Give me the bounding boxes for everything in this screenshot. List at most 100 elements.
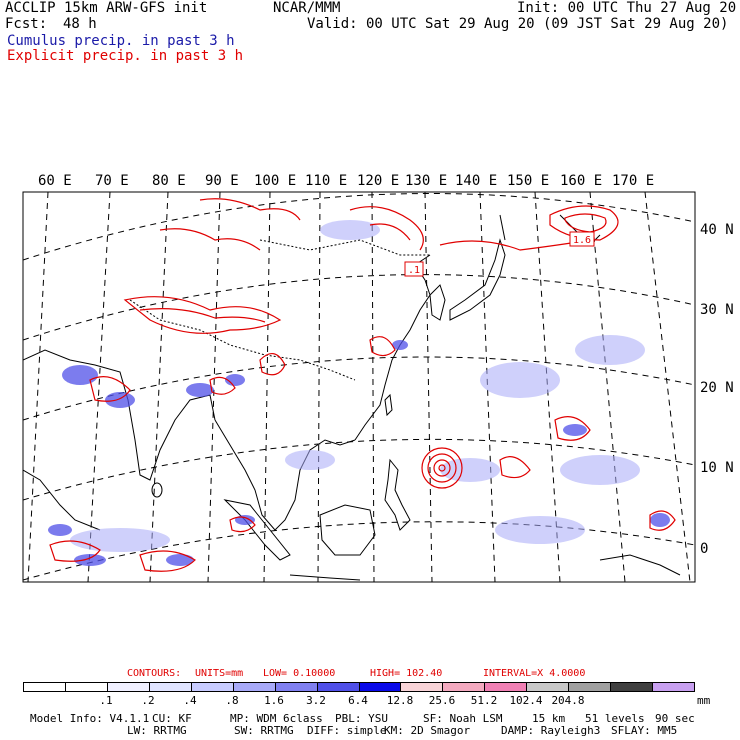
- footer-item: SW: RRTMG: [234, 724, 294, 737]
- colorbar-swatch: [611, 683, 654, 691]
- lon-label: 170 E: [612, 173, 654, 189]
- lat-label: 30 N: [700, 302, 734, 318]
- colorbar-swatch: [401, 683, 444, 691]
- contour-tag-1: .1: [408, 265, 420, 276]
- colorbar-swatch: [275, 683, 318, 691]
- footer-line-1: Model Info: V4.1.1 CU: KF MP: WDM 6class PB…: [30, 712, 730, 725]
- lon-label: 60 E: [38, 173, 72, 189]
- colorbar-swatch: [24, 683, 66, 691]
- footer-item: CU: KF: [152, 712, 192, 725]
- map-frame: [22, 191, 696, 583]
- colorbar-swatch: [317, 683, 360, 691]
- colorbar: [23, 682, 695, 692]
- colorbar-swatch: [569, 683, 612, 691]
- colorbar-swatch: [653, 683, 694, 691]
- fcst-value: 48 h: [63, 16, 97, 32]
- lat-line-40: [23, 193, 695, 261]
- explicit-legend: Explicit precip. in past 3 h: [7, 48, 244, 64]
- cumulus-legend: Cumulus precip. in past 3 h: [7, 33, 235, 49]
- colorbar-tick-label: .1: [99, 694, 113, 707]
- colorbar-swatch: [65, 683, 108, 691]
- colorbar-swatch: [191, 683, 234, 691]
- footer-item: 90 sec: [655, 712, 695, 725]
- footer-item: PBL: YSU: [335, 712, 388, 725]
- low-label: LOW= 0.10000: [263, 668, 336, 679]
- lon-label: 110 E: [305, 173, 347, 189]
- contour-tags: .1 1.6: [404, 231, 595, 277]
- valid-time: Valid: 00 UTC Sat 29 Aug 20 (09 JST Sat …: [307, 16, 729, 32]
- lat-label: 0: [700, 541, 708, 557]
- lon-label: 130 E: [405, 173, 447, 189]
- java: [289, 574, 361, 581]
- footer-item: Model Info: V4.1.1: [30, 712, 150, 725]
- org-label: NCAR/MMM: [273, 0, 341, 16]
- explicit-precip: [49, 198, 676, 572]
- arabia-coast: [23, 469, 101, 531]
- colorbar-swatch: [443, 683, 486, 691]
- lon-label: 140 E: [455, 173, 497, 189]
- coastlines: [23, 214, 681, 581]
- colorbar-swatch: [149, 683, 192, 691]
- cumulus-precip: [48, 340, 670, 566]
- footer-item: DAMP: Rayleigh3: [501, 724, 601, 737]
- units-label: UNITS=mm: [195, 668, 244, 679]
- border-mongolia: [259, 239, 430, 256]
- colorbar-tick-label: 12.8: [386, 694, 414, 707]
- lon-label: 120 E: [357, 173, 399, 189]
- new-guinea: [599, 554, 681, 576]
- colorbar-tick-label: .4: [183, 694, 197, 707]
- contours-label: CONTOURS:: [127, 668, 182, 679]
- footer-item: 15 km: [532, 712, 566, 725]
- korea: [429, 284, 446, 321]
- lat-label: 20 N: [700, 380, 734, 396]
- sri-lanka: [151, 482, 163, 498]
- lon-label: 70 E: [95, 173, 129, 189]
- high-label: HIGH= 102.40: [370, 668, 443, 679]
- light-precip: [70, 220, 645, 552]
- interval-label: INTERVAL=X 4.0000: [483, 668, 586, 679]
- colorbar-tick-label: 3.2: [306, 694, 326, 707]
- footer-item: 51 levels: [585, 712, 645, 725]
- philippines: [384, 458, 411, 531]
- footer-item: DIFF: simple: [307, 724, 387, 737]
- lat-line-10: [23, 438, 695, 501]
- model-title: ACCLIP 15km ARW-GFS init: [5, 0, 208, 16]
- footer-item: SFLAY: MM5: [611, 724, 678, 737]
- colorbar-swatch: [485, 683, 528, 691]
- colorbar-swatch: [359, 683, 402, 691]
- sakhalin: [499, 214, 506, 241]
- japan: [449, 238, 506, 321]
- south-asia-coast: [23, 349, 216, 481]
- footer-line-2: LW: RRTMG SW: RRTMG DIFF: simple KM: 2D Sma…: [127, 724, 727, 737]
- lat-labels: 40 N 30 N 20 N 10 N 0: [700, 222, 734, 557]
- lat-line-0: [23, 521, 695, 581]
- border-himalaya: [129, 299, 356, 381]
- lat-label: 10 N: [700, 460, 734, 476]
- contour-tag-2: 1.6: [573, 235, 591, 246]
- map-background: [23, 192, 695, 582]
- lon-label: 160 E: [560, 173, 602, 189]
- footer-item: SF: Noah LSM: [423, 712, 503, 725]
- colorbar-tick-label: .8: [225, 694, 239, 707]
- colorbar-swatch: [233, 683, 276, 691]
- colorbar-unit: mm: [697, 694, 711, 707]
- colorbar-tick-label: .2: [141, 694, 155, 707]
- init-time: Init: 00 UTC Thu 27 Aug 20: [517, 0, 737, 16]
- colorbar-labels: .1 .2 .4 .8 1.6 3.2 6.4 12.8 25.6 51.2 102.4 204.8: [23, 694, 695, 708]
- colorbar-swatch: [107, 683, 150, 691]
- colorbar-tick-label: 102.4: [509, 694, 543, 707]
- colorbar-tick-label: 1.6: [264, 694, 284, 707]
- colorbar-tick-label: 25.6: [428, 694, 456, 707]
- colorbar-tick-label: 6.4: [348, 694, 368, 707]
- lon-label: 90 E: [205, 173, 239, 189]
- taiwan: [384, 393, 393, 417]
- indochina-coast: [214, 419, 356, 531]
- lat-line-30: [23, 274, 695, 341]
- colorbar-swatch: [527, 683, 570, 691]
- lon-label: 100 E: [254, 173, 296, 189]
- lon-labels: 60 E 70 E 80 E 90 E 100 E 110 E 120 E 130 E 140 …: [38, 173, 654, 189]
- borneo: [319, 504, 376, 556]
- footer-item: MP: WDM 6class: [230, 712, 323, 725]
- lon-label: 80 E: [152, 173, 186, 189]
